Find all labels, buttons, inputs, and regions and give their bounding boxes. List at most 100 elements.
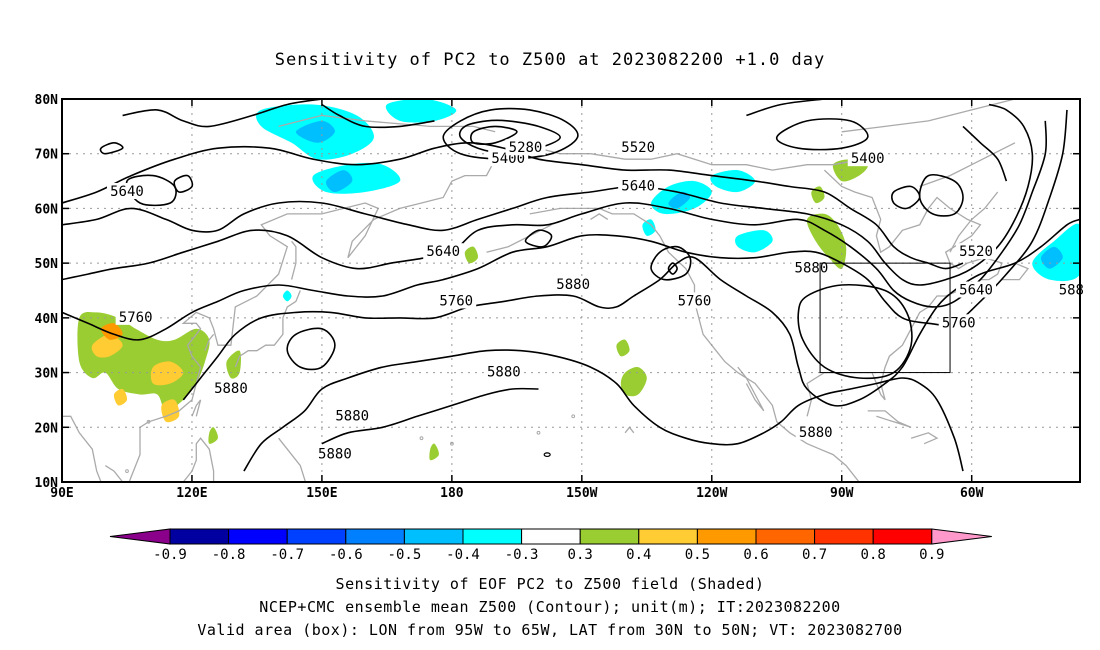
z500-contour <box>891 185 921 210</box>
caption-valid-area: Valid area (box): LON from 95W to 65W, L… <box>197 621 903 639</box>
contour-label: 5400 <box>851 151 885 167</box>
sensitivity-patch <box>282 290 292 302</box>
sensitivity-patch <box>616 339 630 357</box>
z500-contour <box>173 174 194 193</box>
contour-label-bg <box>314 445 355 462</box>
contour-label-bg <box>618 139 659 156</box>
coastline <box>278 114 496 133</box>
coastline <box>278 437 307 482</box>
coastline <box>737 366 765 412</box>
z500-contour <box>775 118 869 151</box>
contour-label: 5640 <box>426 244 460 260</box>
sensitivity-patch <box>464 246 479 264</box>
lon-tick-label: 90W <box>830 486 854 501</box>
coastline <box>204 333 215 351</box>
contour-label: 5760 <box>119 310 153 326</box>
z500-contour <box>543 452 551 458</box>
contour-label-bg <box>938 314 979 331</box>
colorbar-segment <box>403 528 464 545</box>
contour-label: 5640 <box>110 184 144 200</box>
lon-tick-label: 120E <box>176 486 207 501</box>
map-gridlines <box>62 99 1080 482</box>
colorbar-label: 0.9 <box>919 547 944 563</box>
lat-tick-label: 30N <box>35 367 59 382</box>
sensitivity-patch <box>385 99 457 123</box>
z500-contour <box>62 103 1034 286</box>
colorbar-segment <box>286 528 347 545</box>
contour-label-bg <box>618 177 659 194</box>
contour-label: 5760 <box>678 293 712 309</box>
sensitivity-patch <box>668 191 691 209</box>
coastline <box>624 426 635 434</box>
contour-label: 5880 <box>318 447 352 463</box>
contour-label-bg <box>436 292 477 309</box>
sensitivity-patch <box>806 213 847 269</box>
contour-label: 588 <box>1059 283 1084 299</box>
valid-area-box <box>819 262 951 374</box>
sensitivity-patch <box>642 219 656 236</box>
sensitivity-patch <box>226 350 241 379</box>
island <box>536 430 541 435</box>
lat-tick-label: 80N <box>35 93 59 108</box>
contour-label: 5880 <box>335 408 369 424</box>
z500-contour <box>442 107 579 161</box>
lon-tick-label: 120W <box>696 486 727 501</box>
coastline <box>806 169 1003 417</box>
coastline <box>234 290 301 368</box>
z500-contour <box>99 141 124 155</box>
lon-tick-label: 150W <box>566 486 597 501</box>
contour-label-bg <box>423 243 464 260</box>
lon-tick-label: 150E <box>306 486 337 501</box>
coastline <box>919 142 1016 188</box>
contour-labels: 5640 5760 5880 5880 5880 5640 5760 5400 5280 5520… <box>106 139 1087 463</box>
sensitivity-patch <box>429 443 439 461</box>
contour-label: 5880 <box>214 381 248 397</box>
contour-label: 5880 <box>556 277 590 293</box>
contour-label: 5520 <box>621 140 655 156</box>
island <box>125 469 129 474</box>
colorbar-segment <box>755 528 816 545</box>
colorbar-segment <box>638 528 698 545</box>
colorbar-label: -0.9 <box>153 547 187 563</box>
z500-contour <box>321 103 435 129</box>
coastline <box>104 147 886 482</box>
colorbar-label: 0.8 <box>861 547 886 563</box>
z500-contour <box>746 99 825 117</box>
contour-label-bg <box>332 407 373 424</box>
colorbar-label: -0.5 <box>388 547 422 563</box>
coastline <box>910 432 939 445</box>
coastline <box>62 415 102 482</box>
colorbar-label: 0.6 <box>743 547 768 563</box>
coastline <box>1002 262 1030 281</box>
sensitivity-patch <box>735 230 773 253</box>
contour-label-bg <box>210 379 251 396</box>
coastline <box>529 207 860 482</box>
coastline <box>182 437 215 482</box>
sensitivity-patch <box>710 169 756 193</box>
lon-tick-label: 90E <box>50 486 73 501</box>
lon-tick-label: 180 <box>440 486 464 501</box>
z500-contour <box>62 109 1068 341</box>
colorbar-segment <box>696 528 757 545</box>
z500-contour <box>243 349 964 472</box>
colorbar-label: 0.4 <box>626 547 651 563</box>
z500-contour <box>650 245 692 281</box>
coastline <box>191 399 202 417</box>
sensitivity-patch <box>620 366 647 397</box>
map-border <box>61 98 1081 483</box>
lat-tick-label: 60N <box>35 202 59 217</box>
colorbar: -0.9 -0.8 -0.7 -0.6 -0.5 -0.4 -0.3 0.3 0.4 0.5 0.6… <box>109 528 992 563</box>
z500-contour <box>524 229 553 248</box>
contour-label-bg <box>847 150 888 167</box>
colorbar-segment <box>228 528 288 545</box>
colorbar-label: 0.7 <box>802 547 827 563</box>
contour-label-bg <box>505 139 546 156</box>
colorbar-label: -0.6 <box>329 547 363 563</box>
z500-contour <box>667 262 678 275</box>
colorbar-segment <box>814 528 874 545</box>
z500-contour <box>122 99 323 128</box>
z500-contour <box>182 218 1080 407</box>
contour-label-bg <box>956 281 997 298</box>
colorbar-label: 0.3 <box>568 547 593 563</box>
